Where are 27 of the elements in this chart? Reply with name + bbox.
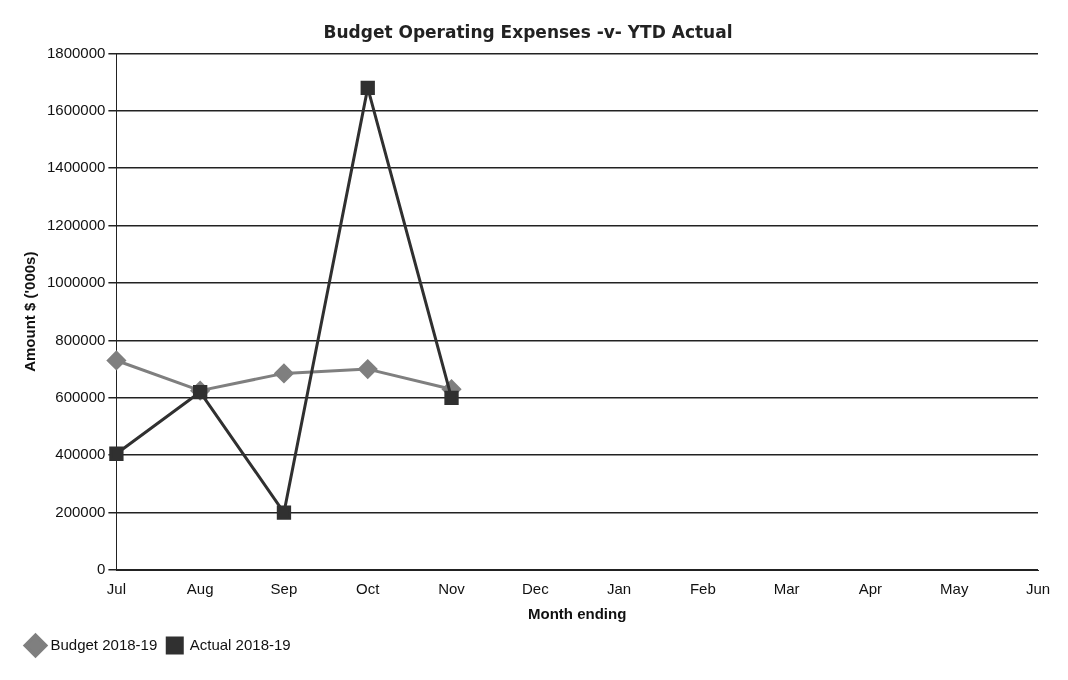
legend-label: Actual 2018-19 <box>189 635 291 653</box>
y-axis-title: Amount $ ('000s) <box>21 251 39 372</box>
x-tick-label: Oct <box>356 580 381 598</box>
y-tick-label: 1200000 <box>46 215 106 233</box>
y-tick-label: 0 <box>97 560 106 578</box>
y-tick-label: 200000 <box>55 502 106 520</box>
y-tick-label: 400000 <box>55 445 106 463</box>
x-tick-label: Aug <box>186 580 214 598</box>
y-tick-label: 1600000 <box>46 100 106 118</box>
x-axis-title: Month ending <box>528 605 627 623</box>
x-tick-label: Dec <box>521 580 550 598</box>
y-tick-label: 600000 <box>55 387 106 405</box>
x-tick-label: Mar <box>773 580 800 598</box>
y-tick-label: 1000000 <box>46 273 106 291</box>
y-tick-label: 1800000 <box>46 43 106 61</box>
x-tick-label: Jan <box>607 580 632 598</box>
legend-label: Budget 2018-19 <box>50 635 158 653</box>
x-tick-label: Sep <box>270 580 298 598</box>
y-tick-label: 800000 <box>55 330 106 348</box>
x-tick-label: May <box>940 580 969 598</box>
x-tick-label: Nov <box>438 580 466 598</box>
chart-title: Budget Operating Expenses -v- YTD Actual <box>323 21 733 42</box>
x-tick-label: Feb <box>689 580 716 598</box>
x-tick-label: Apr <box>858 580 883 598</box>
y-tick-label: 1400000 <box>46 158 106 176</box>
x-tick-label: Jul <box>106 580 126 598</box>
x-tick-label: Jun <box>1025 580 1051 598</box>
